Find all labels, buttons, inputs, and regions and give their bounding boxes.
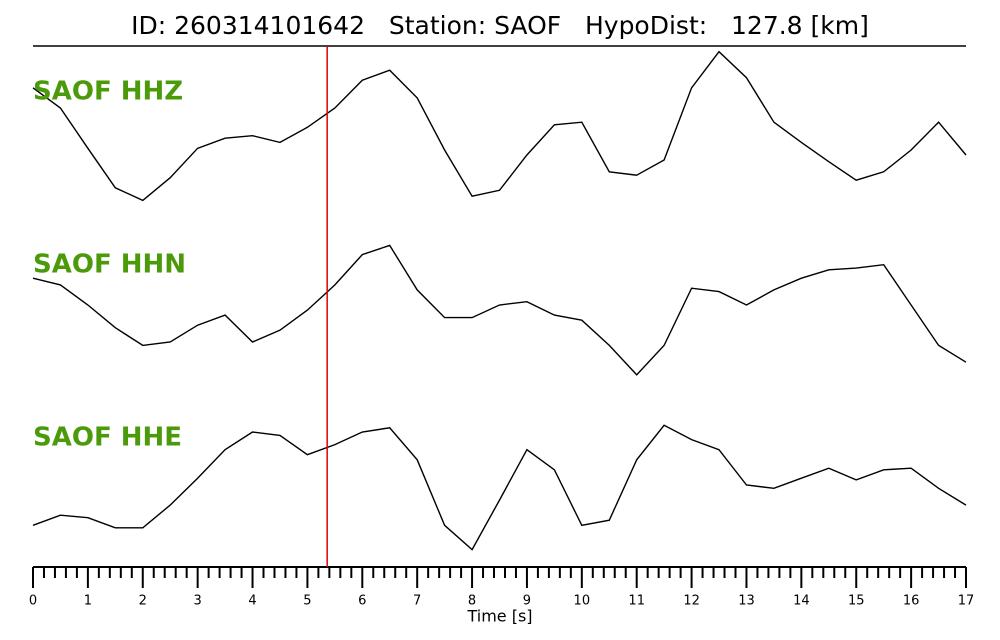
x-tick-label: 2 [139, 594, 147, 609]
x-tick-label: 17 [958, 594, 975, 609]
trace [32, 244, 967, 376]
x-tick-label: 4 [248, 594, 256, 609]
x-tick-label: 3 [194, 594, 202, 609]
x-tick-label: 11 [628, 594, 645, 609]
x-tick-label: 15 [848, 594, 865, 609]
x-tick-label: 7 [413, 594, 421, 609]
x-tick-label: 14 [793, 594, 810, 609]
x-tick-label: 8 [468, 594, 476, 609]
trace-label: SAOF HHZ [33, 77, 183, 107]
x-tick-label: 5 [303, 594, 311, 609]
trace-label: SAOF HHN [33, 250, 186, 280]
x-tick-label: 9 [523, 594, 531, 609]
x-tick-label: 6 [358, 594, 366, 609]
x-tick-label: 10 [574, 594, 591, 609]
chart-title: ID: 260314101642 Station: SAOF HypoDist:… [131, 11, 869, 40]
x-tick-label: 16 [903, 594, 920, 609]
x-tick-label: 0 [29, 594, 37, 609]
trace [32, 50, 967, 202]
x-axis-title: Time [s] [466, 607, 532, 626]
trace-label: SAOF HHE [33, 423, 182, 453]
x-tick-label: 1 [84, 594, 92, 609]
trace [32, 424, 967, 551]
x-tick-label: 12 [683, 594, 700, 609]
x-tick-label: 13 [738, 594, 755, 609]
